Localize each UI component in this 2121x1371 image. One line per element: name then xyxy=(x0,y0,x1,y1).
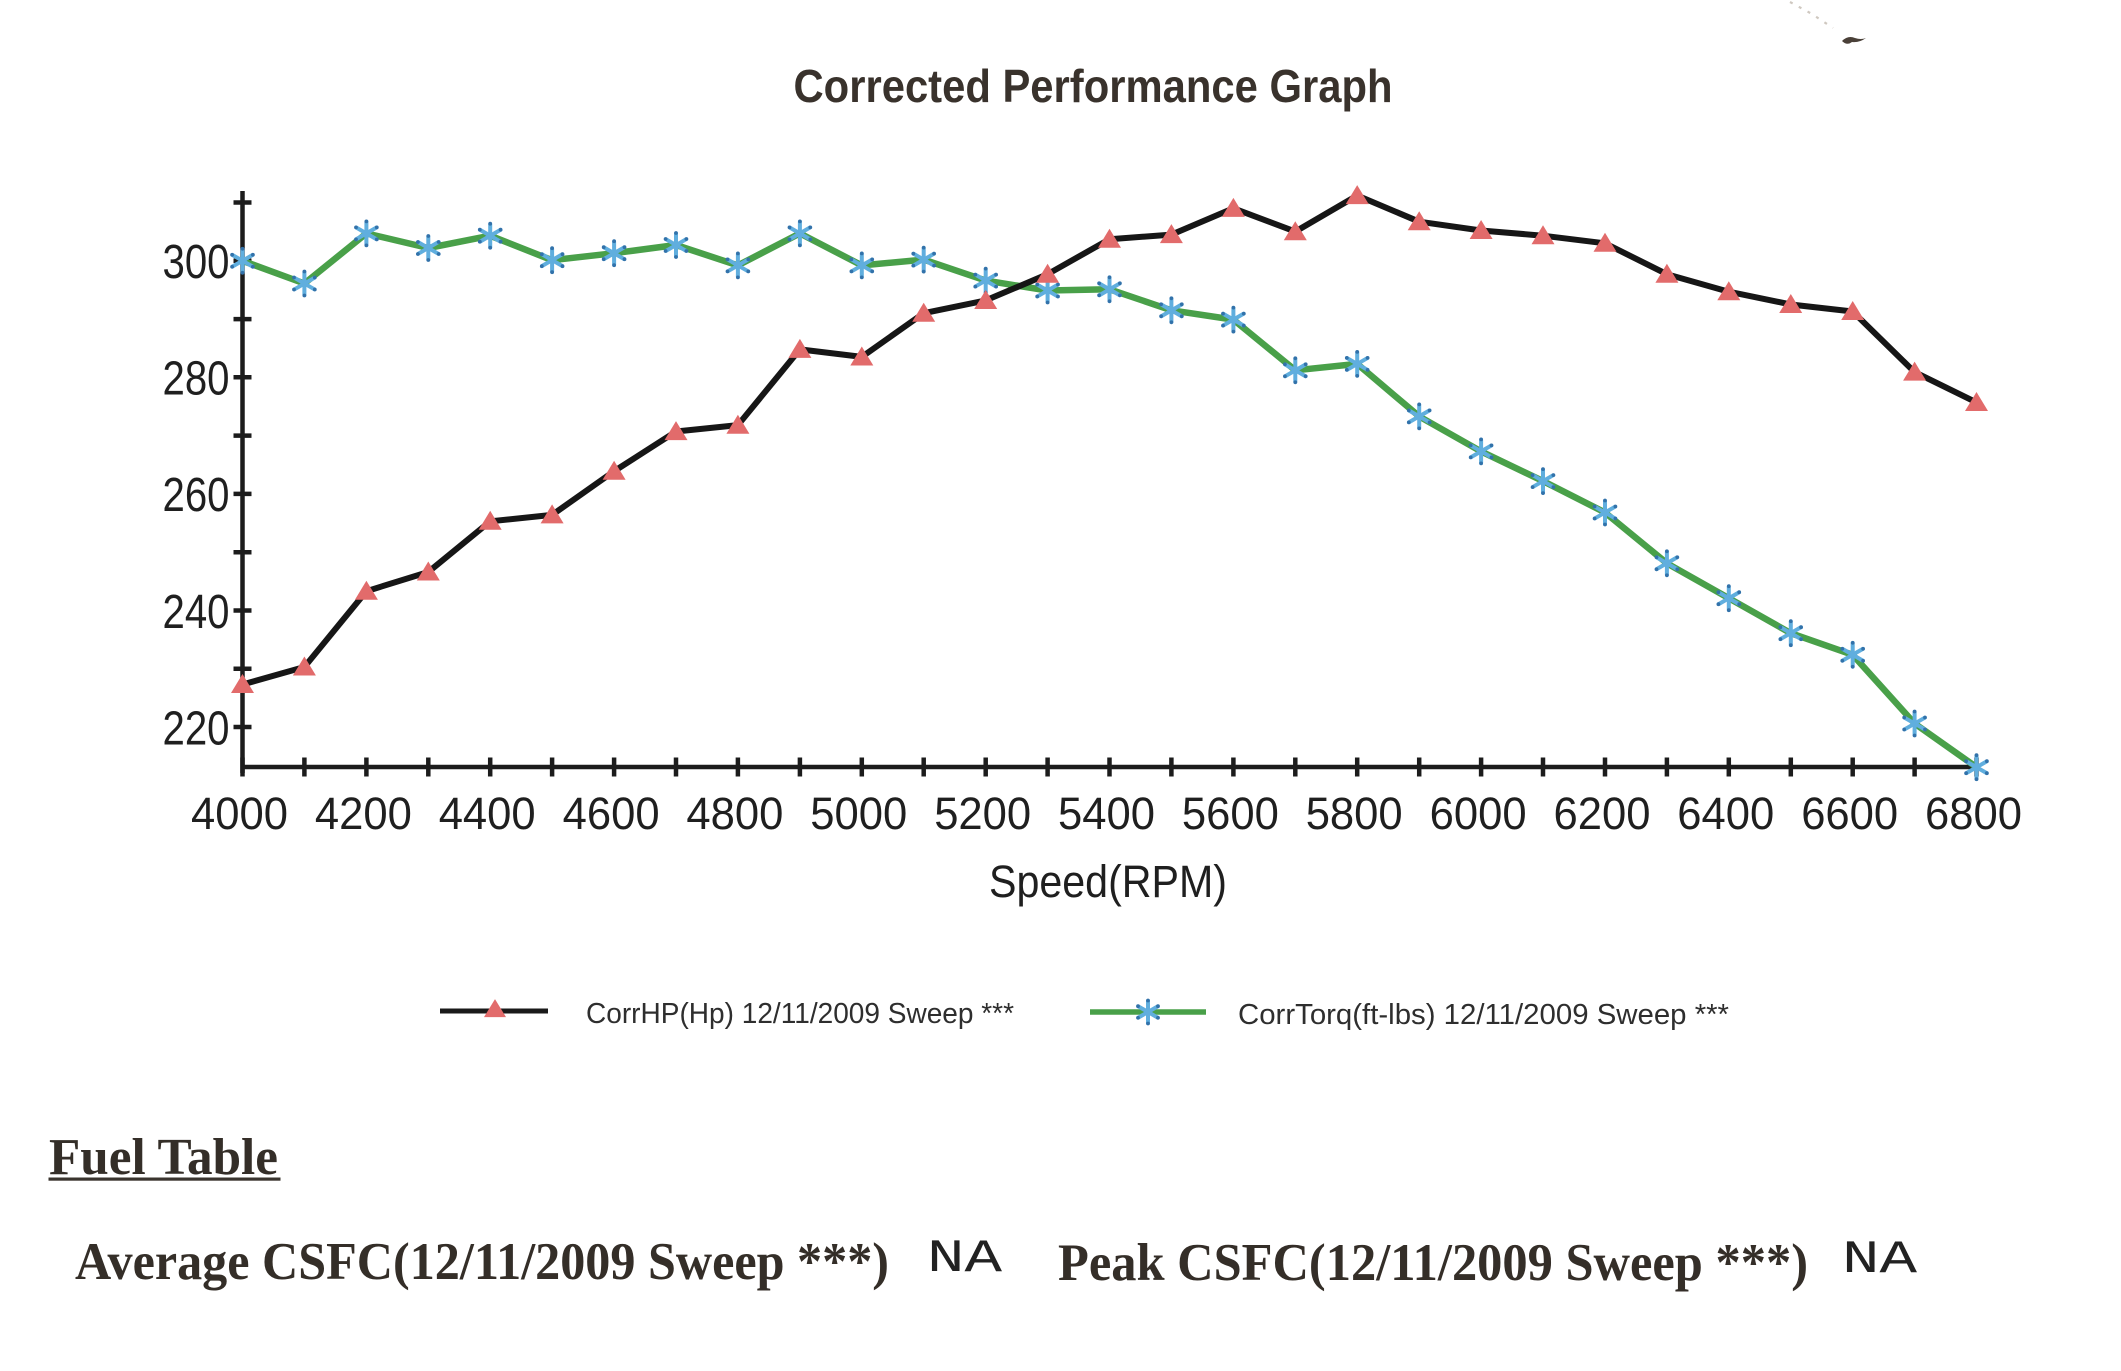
svg-text:260: 260 xyxy=(163,469,230,522)
svg-text:Peak CSFC(12/11/2009 Sweep ***: Peak CSFC(12/11/2009 Sweep ***) xyxy=(1058,1234,1808,1292)
svg-text:6800: 6800 xyxy=(1925,788,2022,839)
svg-text:CorrTorq(ft-lbs) 12/11/2009 Sw: CorrTorq(ft-lbs) 12/11/2009 Sweep *** xyxy=(1238,999,1729,1031)
svg-text:Fuel Table: Fuel Table xyxy=(49,1129,278,1186)
svg-text:5000: 5000 xyxy=(810,788,907,839)
svg-text:6200: 6200 xyxy=(1554,788,1651,839)
svg-text:220: 220 xyxy=(163,702,230,755)
svg-text:4000: 4000 xyxy=(191,788,288,839)
svg-text:280: 280 xyxy=(163,353,230,406)
svg-text:NA: NA xyxy=(1842,1234,1918,1286)
svg-text:4800: 4800 xyxy=(686,788,783,839)
svg-text:4200: 4200 xyxy=(315,788,412,839)
svg-text:4400: 4400 xyxy=(439,788,536,839)
svg-text:CorrHP(Hp) 12/11/2009 Sweep **: CorrHP(Hp) 12/11/2009 Sweep *** xyxy=(586,998,1014,1030)
svg-text:6000: 6000 xyxy=(1430,788,1527,839)
svg-text:NA: NA xyxy=(927,1233,1003,1285)
svg-text:5800: 5800 xyxy=(1306,788,1403,839)
svg-text:5200: 5200 xyxy=(934,788,1031,839)
svg-text:5600: 5600 xyxy=(1182,788,1279,839)
svg-text:300: 300 xyxy=(163,236,230,289)
svg-text:Corrected Performance Graph: Corrected Performance Graph xyxy=(794,60,1393,112)
svg-text:240: 240 xyxy=(163,586,230,639)
svg-text:Speed(RPM): Speed(RPM) xyxy=(989,856,1227,907)
svg-text:4600: 4600 xyxy=(563,788,660,839)
svg-text:5400: 5400 xyxy=(1058,788,1155,839)
svg-text:6400: 6400 xyxy=(1677,788,1774,839)
svg-text:Average CSFC(12/11/2009 Sweep: Average CSFC(12/11/2009 Sweep ***) xyxy=(75,1233,889,1291)
svg-text:6600: 6600 xyxy=(1801,788,1898,839)
